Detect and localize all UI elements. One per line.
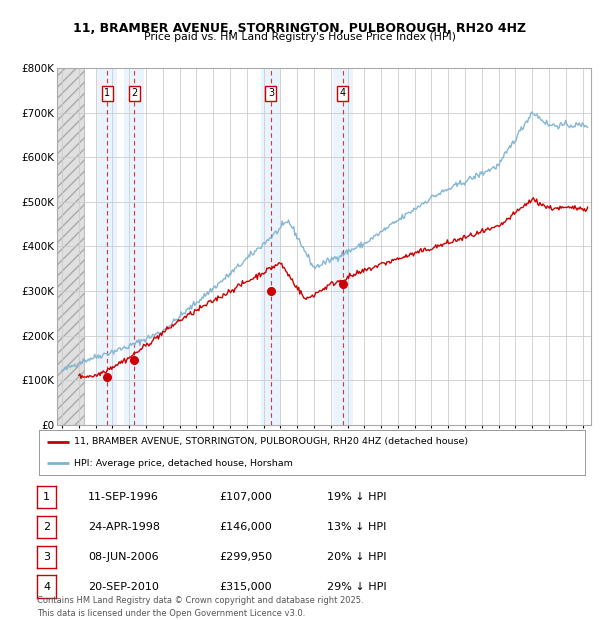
Bar — [333, 68, 353, 425]
Text: 2: 2 — [131, 88, 137, 98]
Bar — [97, 68, 118, 425]
Text: £146,000: £146,000 — [219, 522, 272, 532]
Text: £299,950: £299,950 — [219, 552, 272, 562]
Text: 08-JUN-2006: 08-JUN-2006 — [88, 552, 159, 562]
Text: 3: 3 — [268, 88, 274, 98]
Text: 20% ↓ HPI: 20% ↓ HPI — [327, 552, 386, 562]
Text: 11, BRAMBER AVENUE, STORRINGTON, PULBOROUGH, RH20 4HZ (detached house): 11, BRAMBER AVENUE, STORRINGTON, PULBORO… — [74, 437, 469, 446]
Text: 1: 1 — [104, 88, 110, 98]
Text: HPI: Average price, detached house, Horsham: HPI: Average price, detached house, Hors… — [74, 459, 293, 468]
Text: 4: 4 — [43, 582, 50, 591]
Text: 2: 2 — [43, 522, 50, 532]
Text: 13% ↓ HPI: 13% ↓ HPI — [327, 522, 386, 532]
Text: £107,000: £107,000 — [219, 492, 272, 502]
Bar — [261, 68, 281, 425]
Text: 29% ↓ HPI: 29% ↓ HPI — [327, 582, 386, 591]
Bar — [57, 68, 84, 425]
Text: 3: 3 — [43, 552, 50, 562]
Bar — [124, 68, 145, 425]
Text: 19% ↓ HPI: 19% ↓ HPI — [327, 492, 386, 502]
Text: £315,000: £315,000 — [219, 582, 272, 591]
Text: Price paid vs. HM Land Registry's House Price Index (HPI): Price paid vs. HM Land Registry's House … — [144, 32, 456, 42]
Text: 4: 4 — [340, 88, 346, 98]
Text: 1: 1 — [43, 492, 50, 502]
Text: 20-SEP-2010: 20-SEP-2010 — [88, 582, 159, 591]
Text: Contains HM Land Registry data © Crown copyright and database right 2025.
This d: Contains HM Land Registry data © Crown c… — [37, 596, 364, 618]
Text: 11-SEP-1996: 11-SEP-1996 — [88, 492, 159, 502]
Text: 24-APR-1998: 24-APR-1998 — [88, 522, 160, 532]
Text: 11, BRAMBER AVENUE, STORRINGTON, PULBOROUGH, RH20 4HZ: 11, BRAMBER AVENUE, STORRINGTON, PULBORO… — [73, 22, 527, 35]
